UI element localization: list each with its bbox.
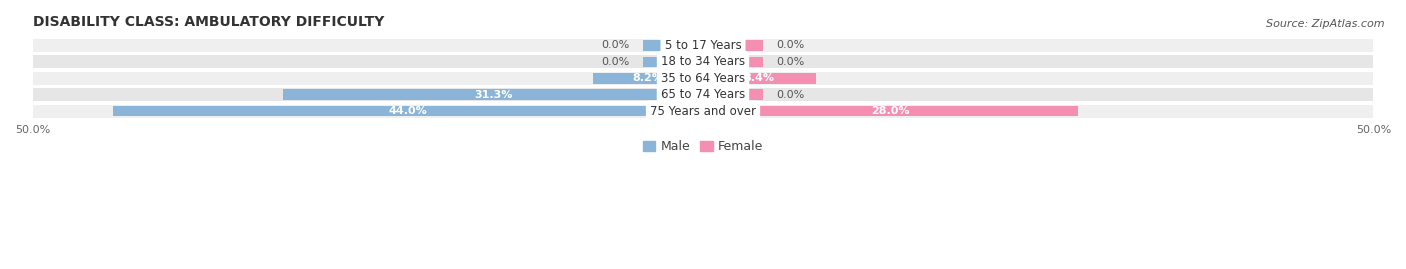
Text: 0.0%: 0.0%	[776, 90, 806, 100]
Legend: Male, Female: Male, Female	[638, 136, 768, 158]
Bar	[32, 88, 1374, 101]
Bar	[593, 73, 703, 84]
Bar	[112, 106, 703, 116]
Bar	[284, 90, 703, 100]
Text: DISABILITY CLASS: AMBULATORY DIFFICULTY: DISABILITY CLASS: AMBULATORY DIFFICULTY	[32, 15, 384, 29]
Text: 18 to 34 Years: 18 to 34 Years	[661, 55, 745, 68]
Bar	[703, 106, 1078, 116]
Text: 28.0%: 28.0%	[872, 106, 910, 116]
Bar	[703, 73, 815, 84]
Text: 0.0%: 0.0%	[776, 40, 806, 50]
Text: 44.0%: 44.0%	[388, 106, 427, 116]
Text: 31.3%: 31.3%	[474, 90, 512, 100]
Text: Source: ZipAtlas.com: Source: ZipAtlas.com	[1267, 19, 1385, 29]
Text: 65 to 74 Years: 65 to 74 Years	[661, 88, 745, 101]
Text: 0.0%: 0.0%	[776, 57, 806, 67]
Text: 0.0%: 0.0%	[600, 40, 630, 50]
Bar	[643, 56, 703, 67]
Text: 8.4%: 8.4%	[744, 73, 775, 83]
Bar	[32, 55, 1374, 68]
Bar	[703, 40, 763, 51]
Text: 35 to 64 Years: 35 to 64 Years	[661, 72, 745, 85]
Bar	[703, 90, 763, 100]
Text: 8.2%: 8.2%	[633, 73, 664, 83]
Bar	[32, 39, 1374, 52]
Bar	[32, 105, 1374, 118]
Bar	[32, 72, 1374, 85]
Bar	[643, 40, 703, 51]
Text: 5 to 17 Years: 5 to 17 Years	[665, 39, 741, 52]
Text: 0.0%: 0.0%	[600, 57, 630, 67]
Text: 75 Years and over: 75 Years and over	[650, 105, 756, 118]
Bar	[703, 56, 763, 67]
